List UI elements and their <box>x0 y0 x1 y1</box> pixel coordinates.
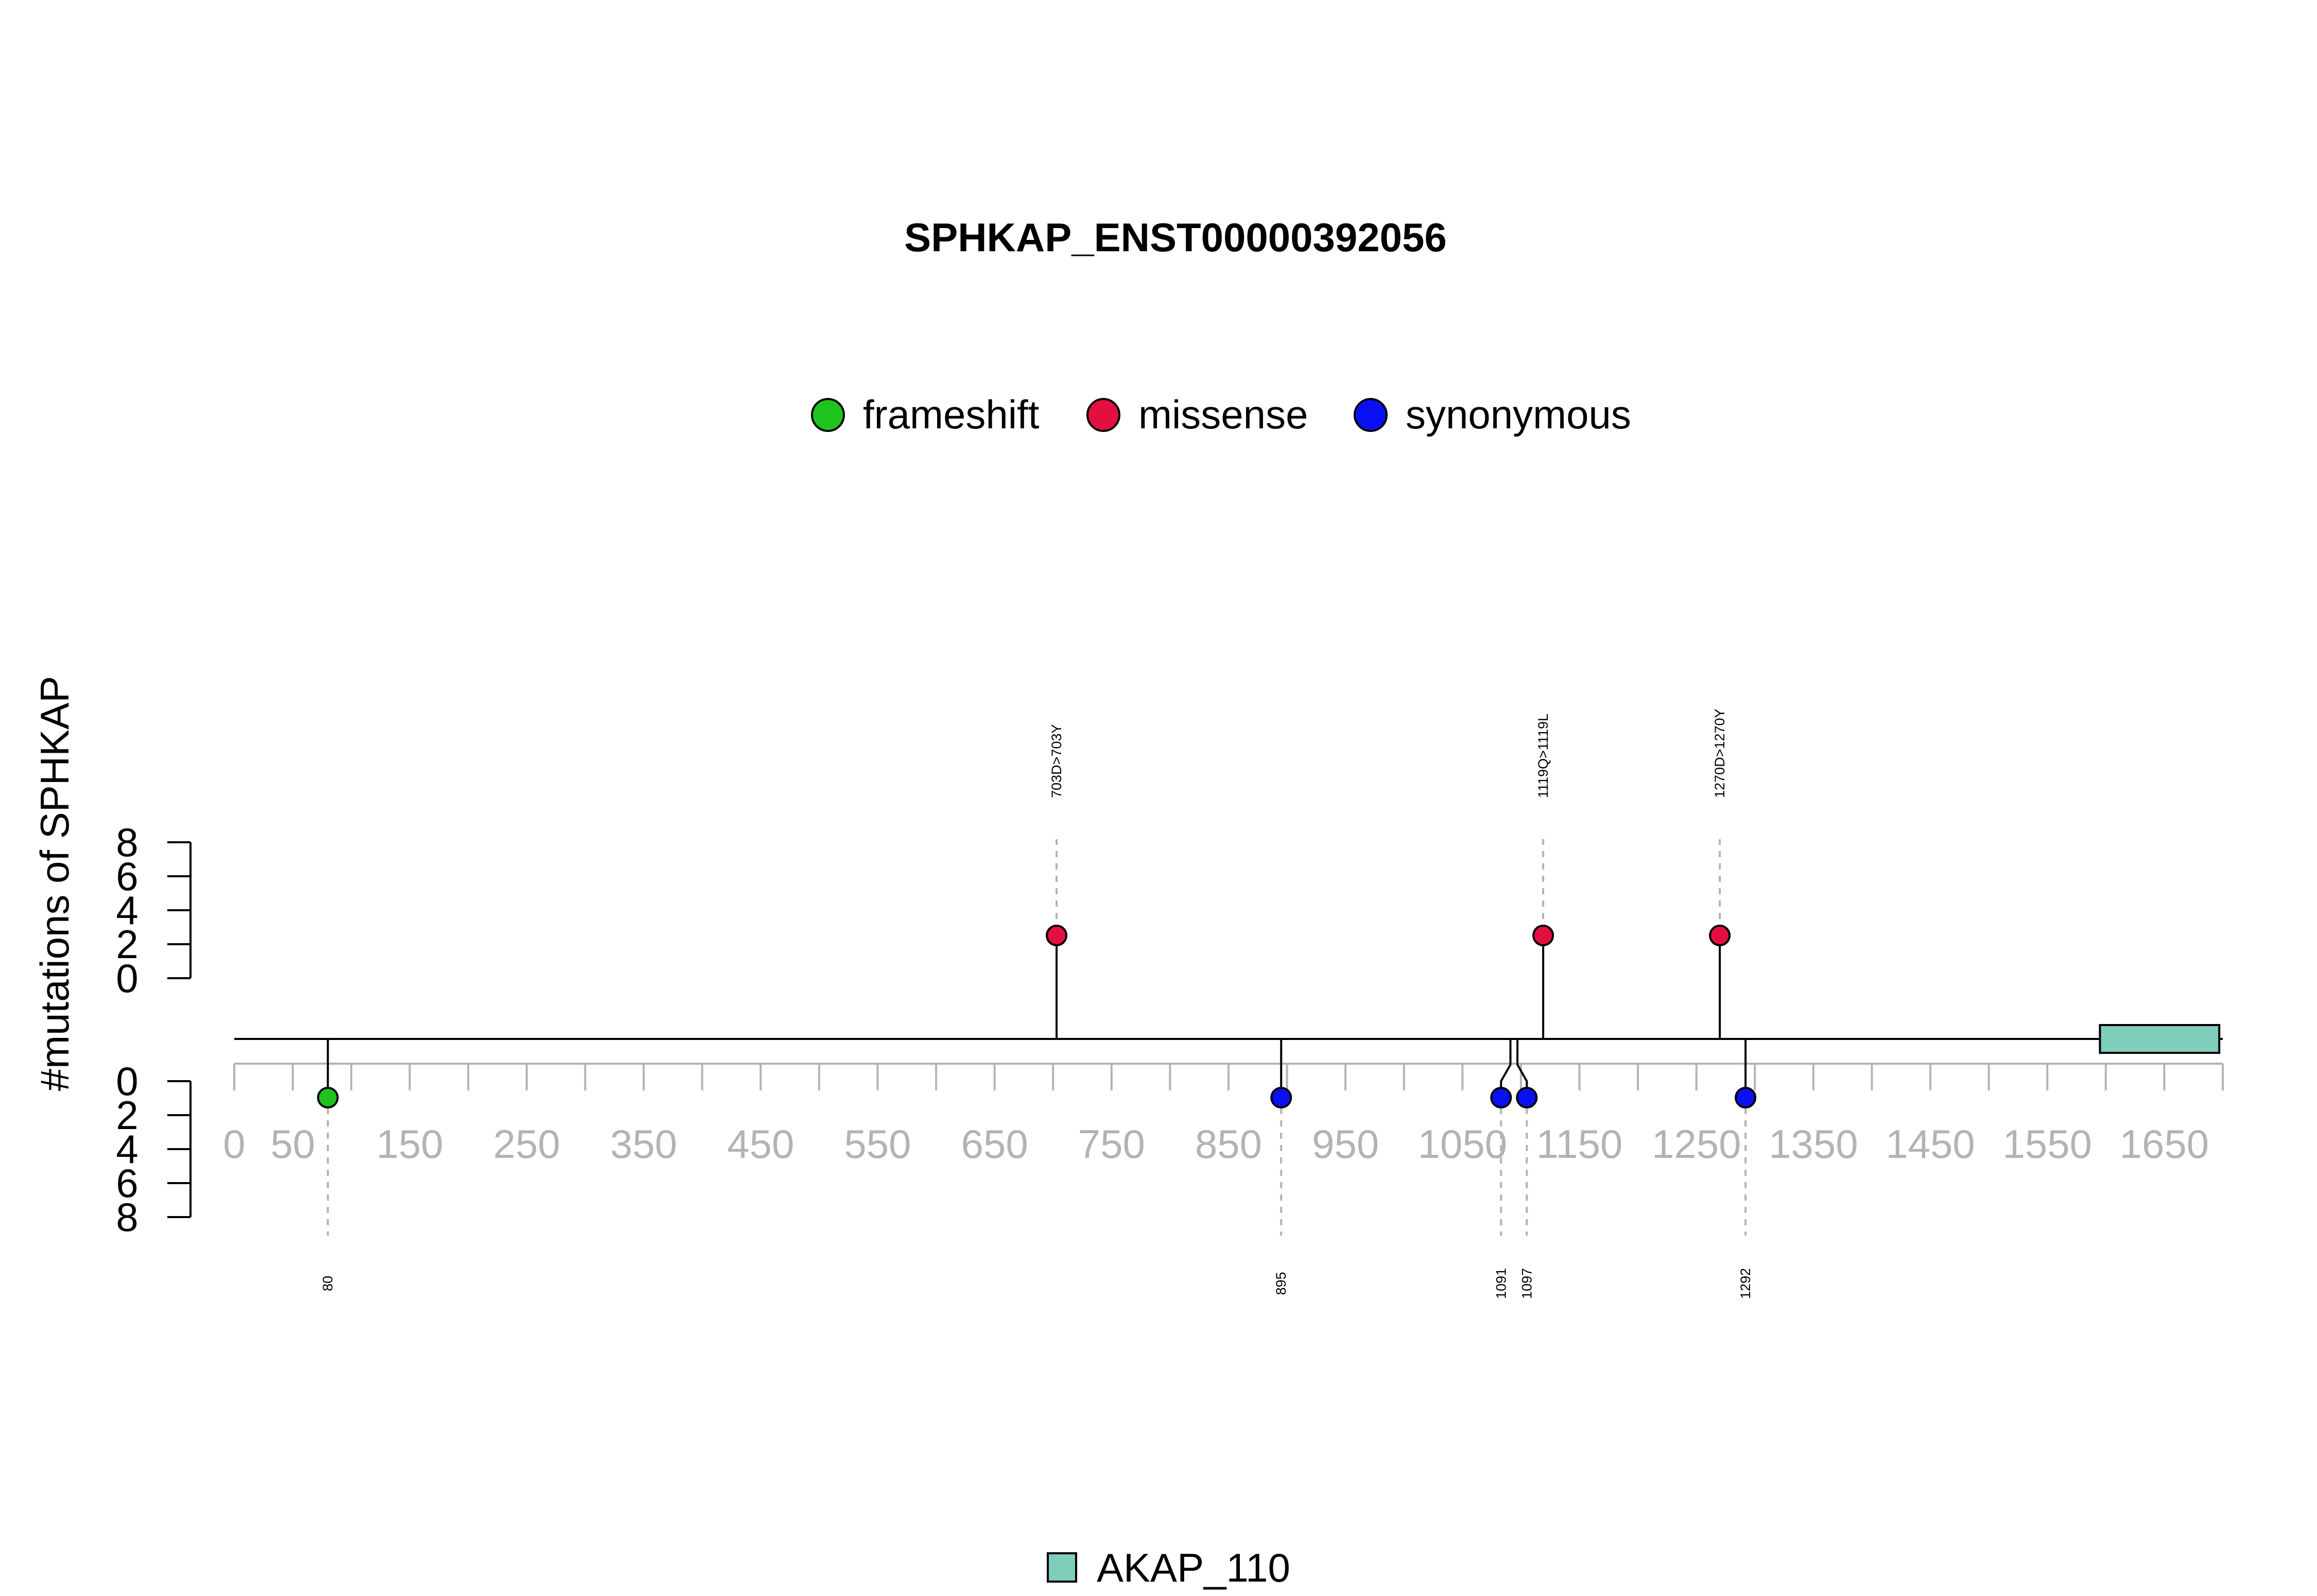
lollipop-1119: 1119Q>1119L <box>1532 714 1554 1039</box>
x-tick-label: 750 <box>1078 1121 1145 1167</box>
mutation-label: 703D>703Y <box>1049 724 1064 798</box>
domain-AKAP_110 <box>2099 1024 2221 1054</box>
mutation-label: 895 <box>1273 1272 1289 1295</box>
domain-legend: AKAP_110 <box>1047 1545 1290 1590</box>
domain-legend-swatch <box>1047 1552 1077 1583</box>
mutation-label: 1097 <box>1519 1268 1534 1299</box>
legend-swatch-missense <box>1086 398 1120 432</box>
x-tick-label: 50 <box>270 1121 315 1167</box>
mutation-label: 1091 <box>1493 1268 1509 1299</box>
lollipop-895: 895 <box>1270 1039 1292 1295</box>
lollipop-head-missense <box>1046 925 1068 946</box>
legend-label-frameshift: frameshift <box>863 392 1040 437</box>
x-tick-label: 1350 <box>1769 1121 1858 1167</box>
lollipop-80: 80 <box>317 1039 339 1291</box>
x-tick-label: 1450 <box>1886 1121 1975 1167</box>
mutation-label: 80 <box>320 1276 336 1291</box>
mutation-legend: frameshift missense synonymous <box>811 392 1631 437</box>
lollipop-703: 703D>703Y <box>1046 724 1068 1039</box>
lollipop-1270: 1270D>1270Y <box>1709 709 1731 1039</box>
legend-label-synonymous: synonymous <box>1406 392 1631 437</box>
x-tick-label: 1550 <box>2002 1121 2092 1167</box>
lollipop-head-synonymous <box>1270 1087 1292 1108</box>
lollipop-head-frameshift <box>317 1087 339 1108</box>
lollipop-head-synonymous <box>1490 1087 1512 1108</box>
x-tick-label: 250 <box>493 1121 560 1167</box>
y-axis-top-tick-label: 2 <box>116 922 138 967</box>
lollipop-head-synonymous <box>1735 1087 1757 1108</box>
x-tick-label: 450 <box>727 1121 794 1167</box>
x-tick-label: 1250 <box>1652 1121 1741 1167</box>
x-tick-label: 350 <box>610 1121 677 1167</box>
lollipop-1097: 1097 <box>1516 1039 1538 1299</box>
lollipops: 703D>703Y 1119Q>1119L 1270D>1270Y 80 895 1091… <box>317 709 1757 1299</box>
lollipop-head-missense <box>1709 925 1731 946</box>
x-tick-label: 1650 <box>2120 1121 2209 1167</box>
lollipop-1292: 1292 <box>1735 1039 1757 1299</box>
y-axis-top-tick-label: 0 <box>116 956 138 1001</box>
y-axis-bottom-tick-label: 4 <box>116 1126 138 1172</box>
x-tick-label: 650 <box>961 1121 1028 1167</box>
legend-item-frameshift: frameshift <box>811 392 1040 437</box>
x-axis: 0 50 150 250 350 450 550 650 750 850 950 1050 1150 12… <box>223 1063 2224 1167</box>
x-tick-label: 150 <box>376 1121 443 1167</box>
y-axis-bottom-tick-label: 6 <box>116 1160 138 1206</box>
mutation-label: 1292 <box>1738 1268 1753 1299</box>
x-tick-label: 1150 <box>1536 1121 1623 1167</box>
lollipop-head-missense <box>1532 925 1554 946</box>
legend-label-missense: missense <box>1138 392 1308 437</box>
lollipop-1091: 1091 <box>1490 1039 1512 1299</box>
x-tick-label: 550 <box>844 1121 911 1167</box>
legend-item-synonymous: synonymous <box>1354 392 1631 437</box>
y-axis-bottom-tick-label: 8 <box>116 1194 138 1240</box>
x-tick-label: 0 <box>223 1121 245 1167</box>
y-axis-bottom-tick-label: 0 <box>116 1059 138 1104</box>
domain-legend-label: AKAP_110 <box>1097 1545 1290 1590</box>
chart-title: SPHKAP_ENST00000392056 <box>904 215 1447 260</box>
legend-item-missense: missense <box>1086 392 1308 437</box>
y-axis-top-tick-label: 4 <box>116 888 138 933</box>
legend-swatch-synonymous <box>1354 398 1388 432</box>
x-tick-label: 1050 <box>1418 1121 1508 1167</box>
domain-legend-item: AKAP_110 <box>1047 1545 1290 1590</box>
protein-domains <box>2099 1024 2221 1054</box>
y-axis-label: #mutations of SPHKAP <box>32 676 77 1091</box>
legend-swatch-frameshift <box>811 398 845 432</box>
lollipop-head-synonymous <box>1516 1087 1538 1108</box>
y-axis-top-tick-label: 8 <box>116 820 138 865</box>
mutation-label: 1270D>1270Y <box>1712 709 1727 798</box>
y-axis-bottom-tick-label: 2 <box>116 1092 138 1138</box>
x-tick-label: 850 <box>1195 1121 1262 1167</box>
y-axis-top-tick-label: 6 <box>116 854 138 899</box>
x-tick-label: 950 <box>1312 1121 1379 1167</box>
mutation-label: 1119Q>1119L <box>1535 714 1551 798</box>
